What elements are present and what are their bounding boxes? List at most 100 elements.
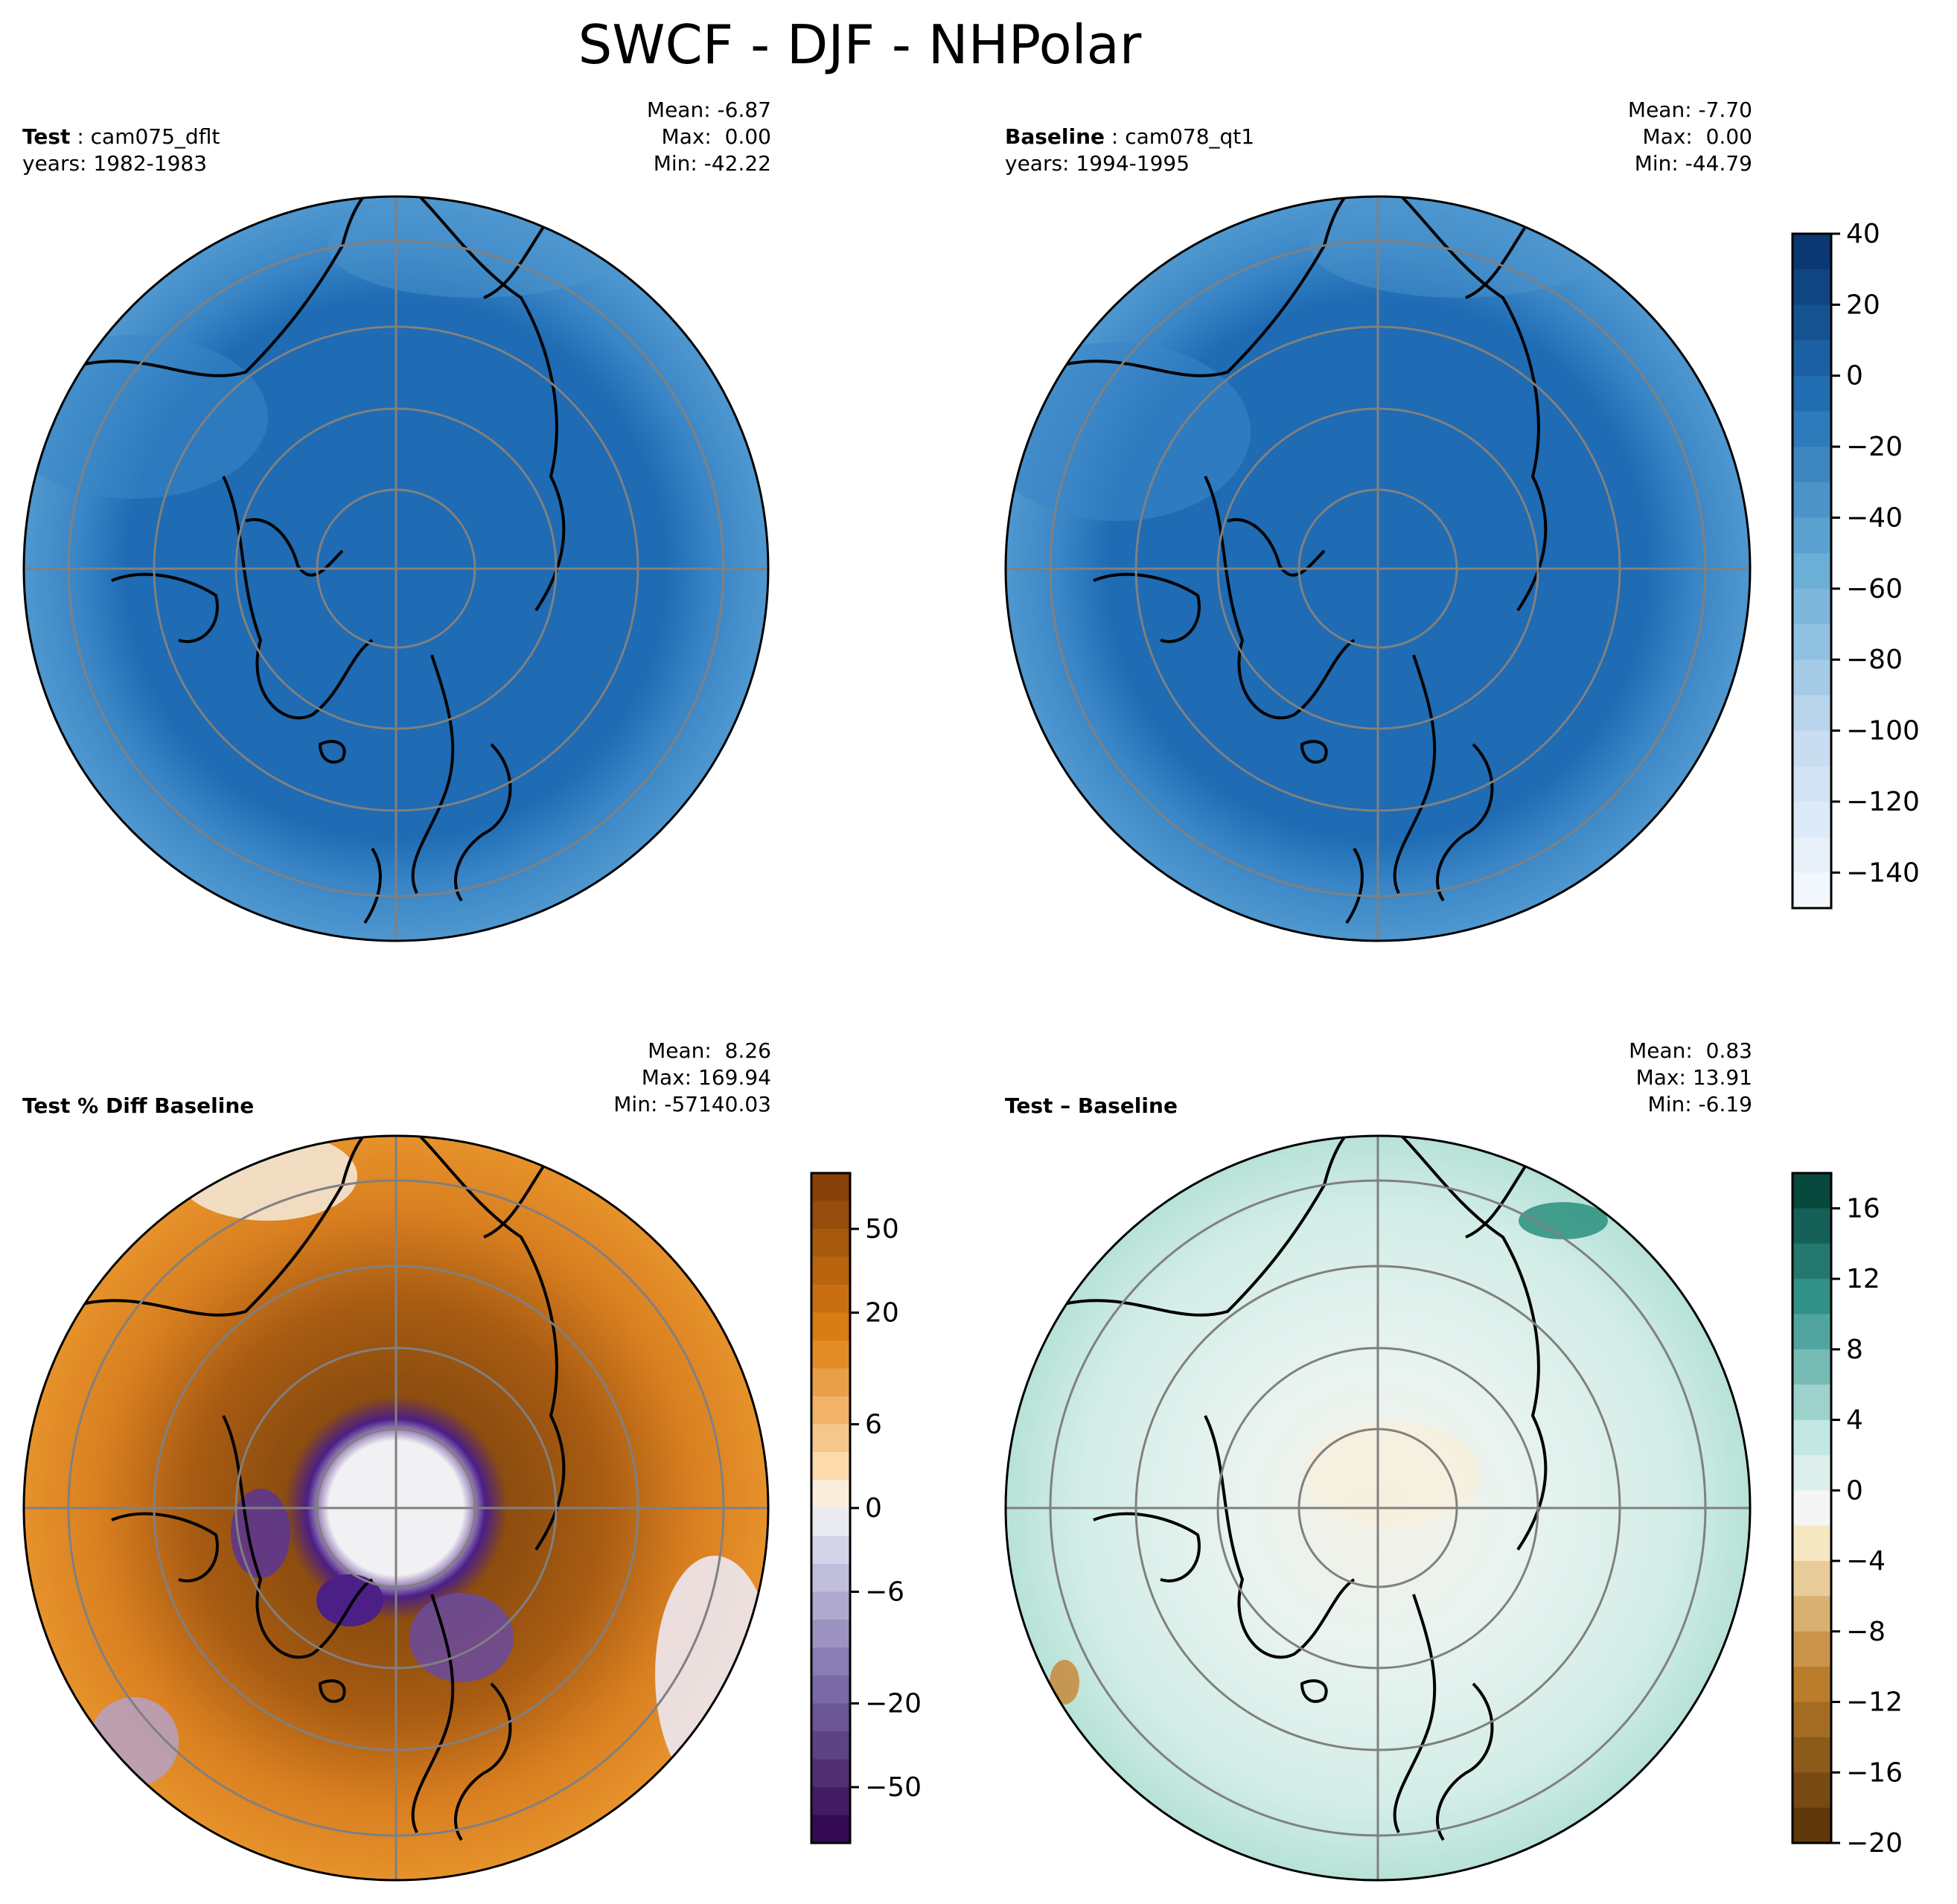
puor-colorbar-band (811, 1312, 850, 1341)
pctdiff-map-border (22, 1134, 770, 1882)
brbg-colorbar-band (1792, 1772, 1831, 1809)
baseline-field-patch (1006, 342, 1251, 521)
baseline-min: Min: -44.79 (1634, 151, 1752, 176)
baseline-label: Baseline (1005, 124, 1105, 149)
puor-colorbar-tick-label: 6 (865, 1410, 882, 1440)
baseline-graticule (1006, 197, 1750, 941)
baseline-case: cam078_qt1 (1125, 124, 1255, 149)
diff-field-patch (1519, 1202, 1608, 1239)
blues-colorbar-band (1792, 304, 1831, 341)
puor-colorbar-band (811, 1285, 850, 1314)
diff-max: Max: 13.91 (1635, 1065, 1752, 1090)
pctdiff-stats: Mean: 8.26 Max: 169.94 Min: -57140.03 (613, 1038, 771, 1118)
test-field-patch (24, 335, 268, 499)
blues-colorbar-band (1792, 517, 1831, 554)
pctdiff-field-patch (231, 1489, 290, 1578)
puor-colorbar-band (811, 1647, 850, 1676)
blues-colorbar-band (1792, 375, 1831, 412)
pctdiff-min: Min: -57140.03 (613, 1092, 771, 1116)
brbg-colorbar-band (1792, 1807, 1831, 1844)
brbg-colorbar-tick-label: 8 (1846, 1335, 1863, 1365)
puor-colorbar-band (811, 1368, 850, 1397)
test-stats: Mean: -6.87 Max: 0.00 Min: -42.22 (647, 97, 771, 177)
brbg-colorbar-band (1792, 1667, 1831, 1703)
diff-field-patch (1050, 1660, 1079, 1705)
pctdiff-graticule (24, 1136, 768, 1880)
baseline-coastlines (1063, 197, 1613, 924)
blues-colorbar-tick-label: −20 (1846, 432, 1903, 462)
blues-colorbar-band (1792, 234, 1831, 270)
baseline-map-border (1004, 195, 1752, 942)
test-mean: Mean: -6.87 (646, 98, 771, 122)
test-graticule (24, 197, 768, 941)
brbg-colorbar-tick-label: −20 (1846, 1828, 1903, 1859)
diff-map (1004, 1134, 1752, 1882)
diff-min: Min: -6.19 (1647, 1092, 1752, 1116)
blues-colorbar-frame (1791, 232, 1833, 910)
blues-colorbar-band (1792, 694, 1831, 732)
baseline-header: Baseline : cam078_qt1 years: 1994-1995 (1005, 124, 1255, 176)
diff-stats: Mean: 0.83 Max: 13.91 Min: -6.19 (1629, 1038, 1752, 1118)
blues-colorbar-band (1792, 269, 1831, 306)
puor-colorbar-band (811, 1620, 850, 1649)
test-case: cam075_dflt (90, 124, 220, 149)
brbg-colorbar-tick-label: −8 (1846, 1617, 1886, 1647)
brbg-colorbar-band (1792, 1384, 1831, 1421)
pctdiff-max: Max: 169.94 (641, 1065, 771, 1090)
diff-mean: Mean: 0.83 (1629, 1038, 1752, 1063)
brbg-colorbar-band (1792, 1631, 1831, 1667)
brbg-colorbar-tick-label: −16 (1846, 1757, 1903, 1788)
brbg-colorbar-band (1792, 1525, 1831, 1562)
puor-colorbar-band (811, 1341, 850, 1370)
pctdiff-mean: Mean: 8.26 (648, 1038, 771, 1063)
blues-colorbar-band (1792, 588, 1831, 625)
brbg-colorbar-band (1792, 1279, 1831, 1315)
brbg-colorbar-band (1792, 1419, 1831, 1456)
baseline-years: years: 1994-1995 (1005, 151, 1190, 176)
puor-colorbar-band (811, 1703, 850, 1732)
puor-colorbar-band (811, 1591, 850, 1620)
brbg-colorbar-band (1792, 1454, 1831, 1492)
blues-colorbar-band (1792, 447, 1831, 483)
blues-colorbar-tick-label: −120 (1846, 787, 1920, 817)
puor-colorbar-tick-label: 0 (865, 1493, 882, 1524)
blues-colorbar-band (1792, 872, 1831, 909)
puor-colorbar-band (811, 1815, 850, 1844)
colorbar-brbg: 16 12 8 4 0 −4 −8 −12 −16 −20 (1791, 1172, 1903, 1859)
puor-colorbar-band (811, 1229, 850, 1258)
blues-colorbar-band (1792, 659, 1831, 696)
brbg-colorbar-tick-label: −12 (1846, 1687, 1903, 1718)
puor-colorbar-band (811, 1564, 850, 1593)
brbg-colorbar-band (1792, 1349, 1831, 1386)
puor-colorbar-band (811, 1452, 850, 1481)
figure-title: SWCF - DJF - NHPolar (578, 13, 1142, 76)
blues-colorbar-band (1792, 482, 1831, 519)
diff-graticule (1006, 1136, 1750, 1880)
baseline-map (1004, 195, 1752, 942)
puor-colorbar-band (811, 1396, 850, 1425)
puor-colorbar-band (811, 1536, 850, 1565)
puor-colorbar-tick-label: 20 (865, 1298, 899, 1329)
brbg-colorbar-tick-label: 12 (1846, 1264, 1880, 1294)
test-header: Test : cam075_dflt years: 1982-1983 (22, 124, 220, 176)
test-map-border (22, 195, 770, 942)
brbg-colorbar-tick-label: −4 (1846, 1546, 1886, 1576)
brbg-colorbar-band (1792, 1173, 1831, 1210)
blues-colorbar-tick-label: −100 (1846, 716, 1920, 747)
blues-colorbar-band (1792, 801, 1831, 838)
blues-colorbar-tick-label: −60 (1846, 574, 1903, 604)
pctdiff-field-patch (409, 1593, 514, 1682)
test-label: Test (22, 124, 71, 149)
puor-colorbar-tick-label: −6 (865, 1577, 904, 1608)
test-years: years: 1982-1983 (22, 151, 208, 176)
puor-colorbar-band (811, 1480, 850, 1509)
test-max: Max: 0.00 (661, 124, 771, 149)
puor-colorbar-tick-label: 50 (865, 1214, 899, 1245)
blues-colorbar-tick-label: 0 (1846, 361, 1863, 392)
puor-colorbar-band (811, 1731, 850, 1760)
blues-colorbar-band (1792, 766, 1831, 802)
diff-field-patch (1303, 1422, 1481, 1526)
blues-colorbar-band (1792, 624, 1831, 661)
puor-colorbar-band (811, 1508, 850, 1537)
brbg-colorbar-tick-label: 16 (1846, 1193, 1880, 1224)
